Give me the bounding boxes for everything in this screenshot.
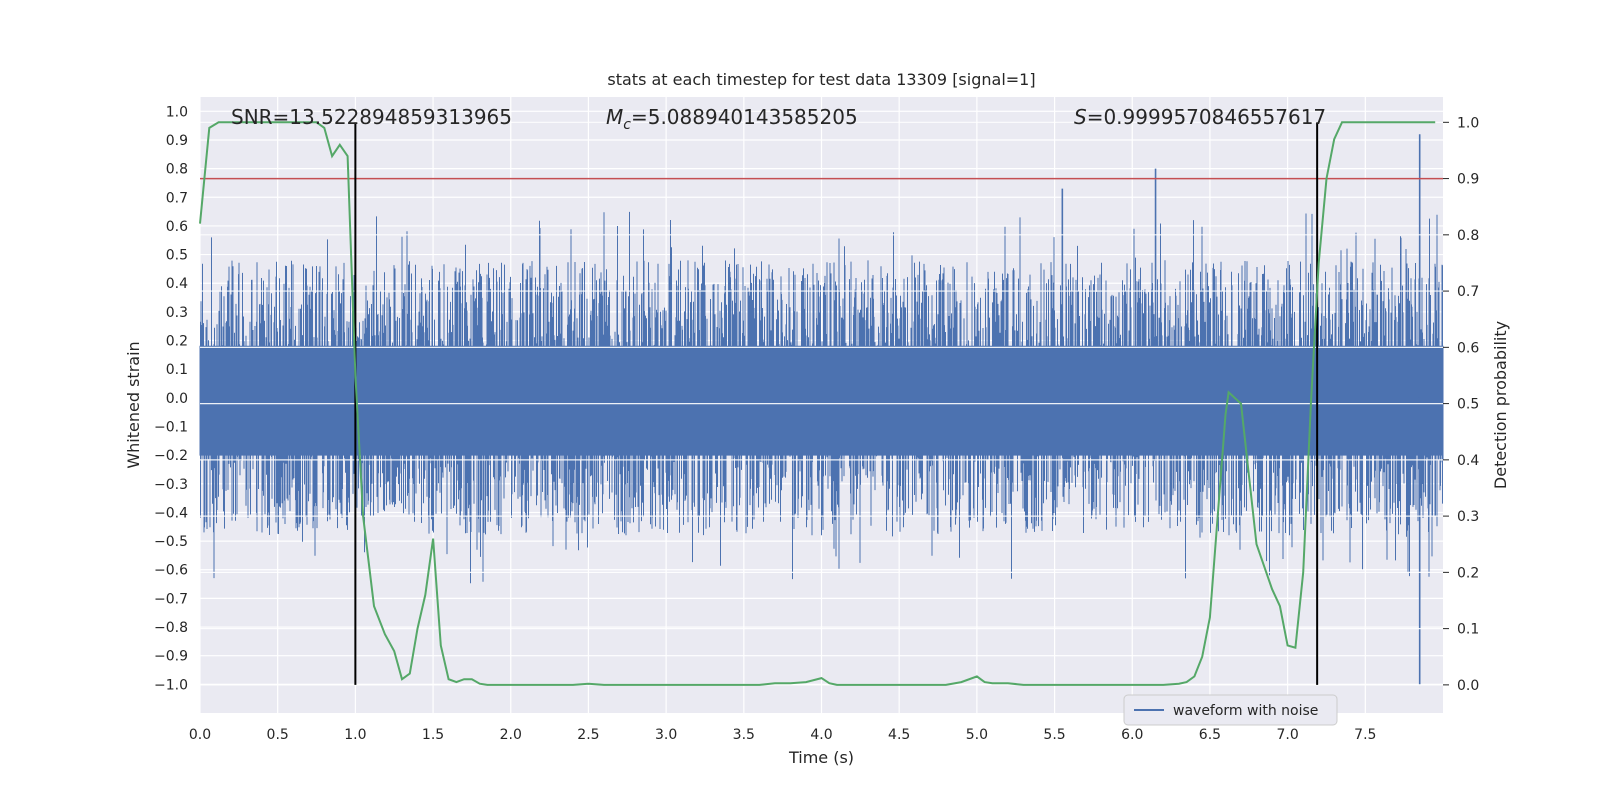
x-tick-label: 0.0 [189,727,211,743]
x-ticks: 0.0 0.5 1.0 1.5 2.0 2.5 3.0 3.5 4.0 4.5 5.0 5.5 6.0 6… [189,727,1377,743]
y-right-tick-label: 1.0 [1457,115,1479,131]
legend: waveform with noise [1123,694,1338,726]
y-left-tick-label: −0.6 [154,563,188,579]
y-right-tick-label: 0.5 [1457,397,1479,413]
x-tick-label: 2.0 [500,727,522,743]
y-right-tick-label: 0.2 [1457,565,1479,581]
waveform-trace [199,211,1444,584]
y-right-tick-label: 0.4 [1457,453,1479,469]
x-tick-label: 7.5 [1354,727,1376,743]
score-annotation: S=0.9999570846557617 [1074,105,1326,129]
y-left-tick-label: −1.0 [154,677,188,693]
legend-label: waveform with noise [1173,703,1318,719]
mc-value: =5.088940143585205 [631,105,858,129]
y-left-tick-label: 0.8 [166,162,188,178]
y-right-tick-label: 0.9 [1457,172,1479,188]
mc-subscript: c [623,117,631,133]
y-left-tick-label: 0.7 [166,190,188,206]
x-tick-label: 1.5 [422,727,444,743]
x-tick-label: 3.0 [655,727,677,743]
x-tick-label: 5.5 [1043,727,1065,743]
x-tick-label: 6.0 [1121,727,1143,743]
x-tick-label: 1.0 [344,727,366,743]
y-left-tick-label: 1.0 [166,104,188,120]
x-tick-label: 2.5 [577,727,599,743]
y-left-tick-label: 0.1 [166,362,188,378]
x-tick-label: 4.5 [888,727,910,743]
x-tick-label: 7.0 [1276,727,1298,743]
marker-lines [354,122,1319,685]
x-tick-label: 5.0 [966,727,988,743]
y-left-tick-label: −0.8 [154,620,188,636]
y-left-ticks: 1.0 0.9 0.8 0.7 0.6 0.5 0.4 0.3 0.2 0.1 0.0 −0.1 −0.… [154,104,188,693]
y-right-axis-label: Detection probability [1491,321,1510,489]
y-left-tick-label: 0.4 [166,276,188,292]
x-tick-label: 0.5 [267,727,289,743]
y-right-ticks: 1.0 0.9 0.8 0.7 0.6 0.5 0.4 0.3 0.2 0.1 0.0 [1443,115,1479,694]
y-left-tick-label: −0.3 [154,477,188,493]
chirp-mass-annotation: Mc=5.088940143585205 [606,105,858,133]
x-tick-label: 4.0 [810,727,832,743]
y-left-tick-label: −0.5 [154,534,188,550]
legend-box [1123,694,1338,726]
y-left-tick-label: 0.2 [166,334,188,350]
x-axis-label: Time (s) [788,748,854,767]
y-left-tick-label: −0.9 [154,649,188,665]
y-left-tick-label: 0.9 [166,133,188,149]
x-tick-label: 3.5 [733,727,755,743]
y-right-tick-label: 0.8 [1457,228,1479,244]
snr-annotation: SNR=13.522894859313965 [231,105,512,129]
y-left-tick-label: 0.5 [166,248,188,264]
y-right-tick-label: 0.1 [1457,622,1479,638]
y-left-tick-label: 0.0 [166,391,188,407]
y-right-tick-label: 0.6 [1457,340,1479,356]
x-tick-label: 6.5 [1199,727,1221,743]
detection-probability-line [199,121,1436,686]
s-symbol: S [1074,105,1087,129]
mc-symbol: M [606,105,623,129]
s-value: =0.9999570846557617 [1087,105,1326,129]
y-left-tick-label: −0.4 [154,505,188,521]
y-left-tick-label: −0.1 [154,419,188,435]
y-left-tick-label: 0.6 [166,219,188,235]
y-left-axis-label: Whitened strain [124,341,143,468]
y-right-tick-label: 0.3 [1457,509,1479,525]
chart-title: stats at each timestep for test data 133… [607,70,1035,89]
y-left-tick-label: 0.3 [166,305,188,321]
y-left-tick-label: −0.7 [154,591,188,607]
y-left-tick-label: −0.2 [154,448,188,464]
right-gridlines [200,121,1443,686]
y-right-tick-label: 0.0 [1457,678,1479,694]
y-right-tick-label: 0.7 [1457,284,1479,300]
